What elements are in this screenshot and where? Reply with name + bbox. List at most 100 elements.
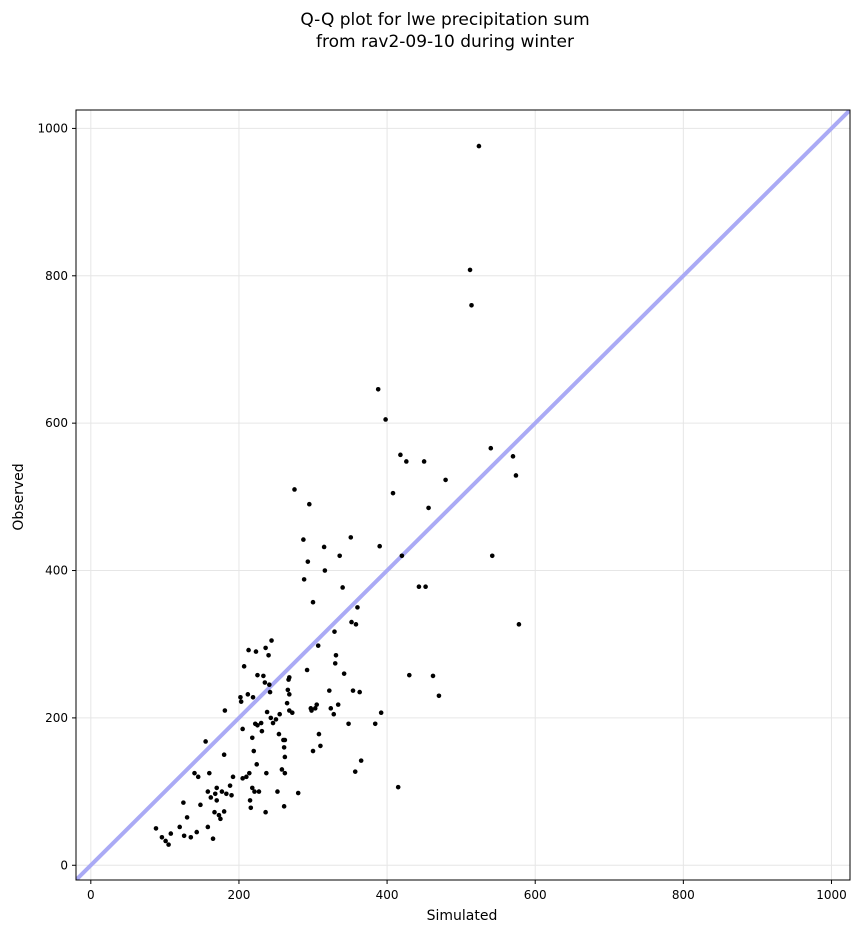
data-point	[407, 672, 412, 678]
data-point	[304, 667, 310, 673]
data-point	[263, 809, 268, 815]
data-point	[476, 143, 482, 149]
data-point	[282, 737, 288, 743]
data-point	[277, 711, 282, 717]
data-point	[513, 473, 519, 478]
data-point	[247, 798, 253, 803]
data-point	[221, 752, 227, 758]
data-point	[275, 789, 280, 794]
data-point	[230, 774, 236, 780]
data-point	[224, 791, 229, 797]
data-point	[254, 762, 260, 767]
x-tick-label: 0	[87, 888, 95, 902]
data-point	[372, 721, 378, 727]
data-point	[348, 535, 354, 540]
data-point	[287, 692, 292, 697]
y-tick-label: 800	[45, 269, 68, 283]
data-point	[267, 689, 273, 695]
data-point	[467, 267, 473, 273]
data-point	[421, 459, 427, 464]
data-point	[267, 682, 272, 688]
data-point	[426, 505, 431, 511]
data-point	[153, 826, 159, 831]
data-point	[390, 490, 396, 496]
data-point	[238, 699, 244, 704]
data-point	[266, 652, 271, 658]
y-axis-ticks: 0 200 400 600 800 1000	[37, 121, 76, 872]
data-point	[276, 731, 282, 737]
data-point	[295, 790, 301, 796]
reference-line-layer	[76, 110, 850, 880]
data-point	[229, 792, 234, 798]
chart-title-line-2: from rav2-09-10 during winter	[316, 32, 574, 52]
data-point	[284, 700, 290, 706]
data-point	[248, 805, 254, 811]
data-point	[252, 789, 257, 794]
chart-title-line-1: Q-Q plot for lwe precipitation sum	[300, 10, 589, 30]
data-point	[309, 708, 314, 713]
data-point	[340, 585, 345, 590]
data-point	[181, 833, 187, 839]
data-point	[273, 717, 279, 722]
data-point	[327, 688, 332, 693]
data-point	[219, 789, 225, 794]
data-point	[181, 800, 186, 805]
x-tick-label: 800	[672, 888, 695, 902]
data-point	[305, 559, 311, 564]
data-point	[264, 709, 270, 715]
data-point	[399, 553, 405, 559]
data-point	[269, 638, 274, 643]
data-point	[281, 745, 287, 750]
data-point	[395, 784, 401, 790]
data-point	[255, 672, 260, 678]
data-point	[350, 688, 356, 693]
data-point	[205, 789, 211, 794]
data-point	[333, 652, 339, 658]
grid-lines	[76, 110, 850, 880]
reference-line	[76, 110, 850, 880]
data-point	[210, 836, 216, 842]
data-point	[375, 386, 381, 392]
data-point	[270, 720, 276, 726]
y-tick-label: 0	[60, 858, 68, 872]
data-point	[315, 643, 321, 648]
data-point	[335, 702, 341, 707]
data-point	[287, 675, 292, 680]
data-point	[195, 774, 201, 780]
data-point	[212, 809, 217, 815]
y-tick-label: 600	[45, 416, 68, 430]
data-point	[214, 785, 220, 791]
data-point	[355, 605, 360, 610]
data-point	[188, 834, 194, 840]
data-point	[194, 829, 200, 835]
data-point	[214, 798, 220, 803]
data-point	[322, 568, 328, 573]
data-point	[166, 842, 171, 847]
data-point	[398, 452, 403, 458]
data-point	[245, 692, 251, 697]
data-point	[244, 774, 249, 780]
data-point	[416, 584, 422, 590]
data-point	[358, 758, 364, 763]
data-point	[314, 702, 320, 707]
data-point	[198, 802, 203, 808]
scatter-points	[153, 143, 522, 847]
data-point	[310, 748, 316, 754]
data-point	[337, 553, 342, 559]
y-tick-label: 200	[45, 711, 68, 725]
data-point	[159, 834, 165, 840]
data-point	[423, 584, 428, 590]
data-point	[208, 795, 214, 800]
data-point	[216, 812, 222, 818]
data-point	[383, 417, 388, 422]
data-point	[352, 769, 358, 774]
data-point	[328, 706, 334, 711]
data-point	[221, 809, 227, 814]
data-point	[263, 645, 268, 651]
axes-frame	[75, 109, 851, 881]
data-point	[247, 770, 252, 776]
data-point	[264, 770, 269, 776]
data-point	[285, 687, 291, 693]
data-point	[246, 647, 251, 653]
